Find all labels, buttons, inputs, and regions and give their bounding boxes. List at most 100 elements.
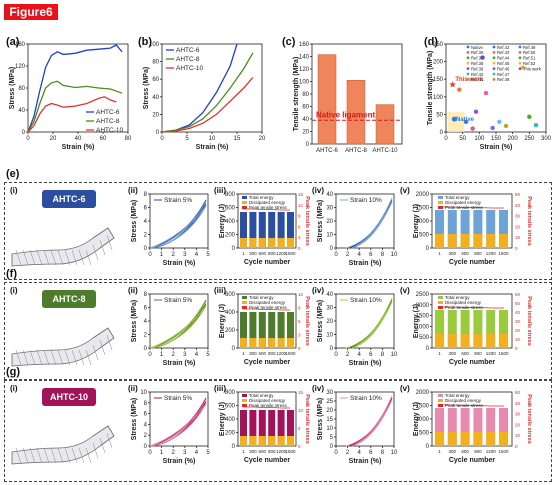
hysteresis-10-ylabel: Stress (MPa) — [317, 300, 324, 342]
panel-b-legend-entry: AHTC-10 — [176, 65, 203, 72]
panel-c-ytick-label: 0 — [306, 142, 310, 148]
sub-label-i: (i) — [10, 186, 18, 195]
sub-label-v: (v) — [400, 286, 410, 295]
panel-d-legend-entry: Ref.45 — [497, 61, 510, 66]
panel-d-legend-marker — [492, 45, 496, 49]
scaffold-fiber — [43, 249, 50, 266]
panel-d-chart: 0 50 100 150 200 250 0 50 100 150 200 250 300 Tensile… — [427, 42, 552, 151]
energy-v-legend-swatch — [438, 206, 443, 209]
energy-v-dissipated-bar — [486, 334, 496, 348]
hysteresis-5-xtick-label: 1 — [160, 352, 164, 358]
hysteresis-5-xlabel: Strain (%) — [163, 360, 196, 367]
panel-b-series-AHTC-6 — [161, 43, 238, 133]
energy-v-legend-swatch — [438, 196, 443, 199]
energy-iii-right-tick: 6 — [298, 319, 301, 324]
energy-v-cycle-label: 1500 — [498, 449, 509, 454]
panel-d-point — [520, 65, 525, 70]
energy-v-dissipated-bar — [460, 234, 470, 248]
hysteresis-10-ylabel: Stress (MPa) — [317, 200, 324, 242]
energy-iii-right-tick: 3 — [298, 235, 301, 240]
panel-b-ytick-label: 40 — [152, 95, 159, 101]
scaffold-fiber — [50, 447, 57, 464]
scaffold-fiber — [99, 437, 106, 454]
scaffold-fiber — [43, 447, 50, 464]
energy-iii-right-label: Peak tensile stress — [304, 196, 310, 246]
sub-label-v: (v) — [400, 384, 410, 393]
energy-iii-cycle-label: 1500 — [285, 351, 296, 356]
energy-v-dissipated-bar — [473, 234, 483, 248]
hysteresis-5-ytick-label: 6 — [144, 412, 148, 418]
panel-d-legend-marker — [466, 72, 470, 76]
energy-v-ytick-label: 1000 — [416, 324, 430, 330]
panel-b-ytick-label: 60 — [152, 77, 159, 83]
hysteresis-5-xtick-label: 2 — [172, 450, 176, 456]
hysteresis-10-xtick-label: 4 — [358, 450, 362, 456]
energy-iii-legend-entry: Dissipated energy — [249, 300, 286, 305]
hysteresis-5-xtick-label: 0 — [148, 252, 152, 258]
hysteresis-10-loop — [345, 395, 393, 447]
energy-iii-cycle-label: 300 — [249, 251, 257, 256]
row-AHTC-6 — [4, 182, 552, 280]
panel-d-legend-entry: Ref.46 — [497, 66, 510, 71]
panel-a-xtick-label: 80 — [125, 136, 132, 142]
energy-v-right-tick: 20 — [515, 328, 521, 333]
panel-d-legend-entry: Ref.44 — [497, 56, 510, 61]
hysteresis-5-ytick-label: 4 — [144, 422, 148, 428]
scaffold-fiber — [22, 447, 29, 464]
energy-v-ytick-label: 2500 — [416, 292, 430, 298]
energy-iii-dissipated-bar — [277, 338, 285, 348]
energy-iii-total-bar — [287, 212, 294, 248]
hysteresis-10-xtick-label: 8 — [381, 352, 385, 358]
hysteresis-5-xtick-label: 3 — [183, 450, 187, 456]
panel-b-ytick-label: 0 — [156, 130, 160, 136]
energy-v-ytick-label: 1500 — [416, 206, 430, 212]
energy-v-dissipated-bar — [435, 234, 444, 248]
panel-d-ylabel: Tensile strength (MPa) — [427, 51, 434, 126]
energy-v-peak-line — [439, 404, 504, 407]
hysteresis-5-loop — [149, 403, 207, 447]
energy-v-ylabel: Energy (J) — [413, 402, 420, 436]
panel-d-legend-marker — [518, 61, 522, 65]
energy-iii-cycle-label: 1 — [242, 351, 245, 356]
panel-c-bar — [375, 104, 395, 145]
energy-iii-xlabel: Cycle number — [244, 259, 291, 266]
panel-d-xtick-label: 200 — [508, 136, 519, 142]
scaffold-fiber — [99, 239, 106, 256]
scaffold-fiber — [36, 349, 43, 366]
panel-a-ytick-label: 120 — [15, 64, 26, 70]
energy-iii-legend-entry: Peak tensile stress — [249, 205, 288, 210]
panel-d-legend-entry: This work — [523, 66, 542, 71]
energy-v-dissipated-bar — [473, 432, 483, 446]
energy-iii-legend-swatch — [242, 201, 247, 204]
energy-iii-legend-entry: Total energy — [249, 295, 274, 300]
energy-iii-total-bar — [268, 212, 276, 248]
panel-d-legend-marker — [492, 78, 496, 81]
panel-d-xtick-label: 300 — [541, 136, 552, 142]
energy-iii-dissipated-bar — [268, 436, 276, 446]
energy-iii-right-tick: 3 — [298, 333, 301, 338]
sample-name-badge: AHTC-10 — [42, 388, 96, 406]
hysteresis-10-xtick-label: 6 — [369, 252, 373, 258]
panel-d-point — [470, 126, 475, 131]
panel-d-legend-marker — [492, 61, 496, 65]
energy-iii-peak-line — [243, 406, 290, 409]
energy-iii-total-bar — [249, 312, 257, 348]
panel-d-legend-entry: Ref.41 — [471, 77, 484, 82]
panel-b-xtick-label: 15 — [234, 136, 241, 142]
scaffold-fiber — [78, 249, 85, 266]
energy-iii-cycle-label: 1200 — [276, 449, 287, 454]
energy-iii-ylabel: Energy (J) — [219, 204, 226, 238]
panel-d-legend-marker — [518, 45, 522, 49]
energy-v-dissipated-bar — [460, 334, 470, 348]
panel-b-xtick-label: 20 — [259, 136, 266, 142]
energy-v-total-bar — [486, 210, 496, 248]
panel-c-ylabel: Tensile strength (MPa) — [293, 57, 300, 132]
hysteresis-10-xtick-label: 8 — [381, 450, 385, 456]
energy-v-dissipated-bar — [447, 234, 457, 248]
energy-iii-right-tick: 0 — [298, 444, 301, 449]
scaffold-fiber — [22, 249, 29, 266]
energy-iii-cycle-label: 600 — [259, 351, 267, 356]
